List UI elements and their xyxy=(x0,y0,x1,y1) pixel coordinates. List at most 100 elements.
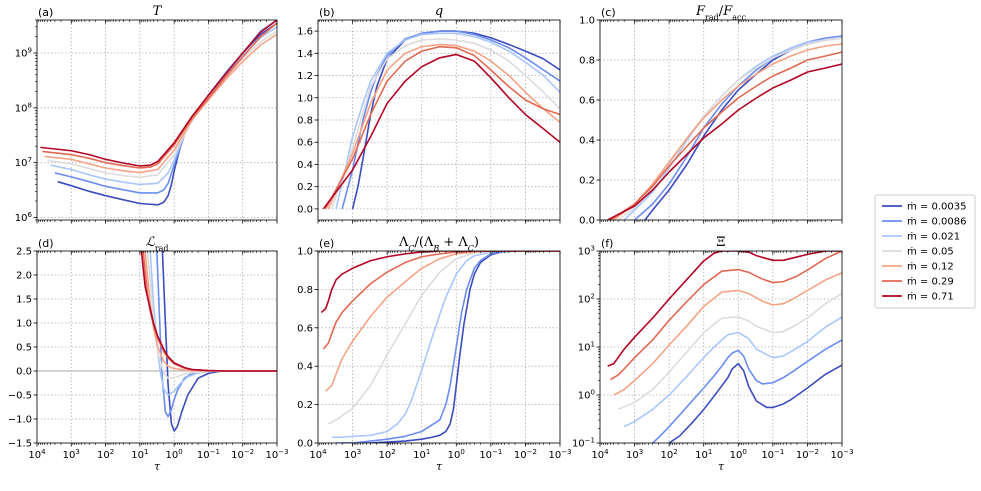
legend-entry: ṁ = 0.71 xyxy=(882,292,954,303)
legend-label: ṁ = 0.0035 xyxy=(907,202,966,213)
x-tick-label: 101 xyxy=(131,448,148,461)
y-tick-label: 0.4 xyxy=(297,362,313,373)
legend-label: ṁ = 0.05 xyxy=(907,247,954,258)
x-tick-label: 100 xyxy=(448,448,465,461)
legend-label: ṁ = 0.29 xyxy=(907,277,954,288)
y-tick-label: 0.2 xyxy=(297,400,313,411)
series-line-1 xyxy=(652,339,842,443)
x-tick-label: 103 xyxy=(63,448,80,461)
x-tick-label: 100 xyxy=(166,448,183,461)
x-tick-label: 104 xyxy=(309,448,327,461)
y-tick-label: 1.0 xyxy=(297,247,313,258)
y-tick-label: 10−1 xyxy=(572,437,595,450)
panel-title: T xyxy=(153,4,163,19)
series-line-6 xyxy=(607,251,842,367)
x-tick-label: 10−3 xyxy=(830,448,853,461)
x-tick-label: 102 xyxy=(661,448,678,461)
panel-letter: (a) xyxy=(38,6,53,19)
series-line-0 xyxy=(161,251,277,432)
x-tick-label: 102 xyxy=(97,448,114,461)
ticks: 104 103 102 101 100 10−1 10−2 10−3 0.0 0.2 0.4 0.6 0… xyxy=(297,247,571,462)
axes-frame xyxy=(599,19,843,221)
panels: 106 107 108 109 (a) T 0.0 0.2 0.4 0.6 0.8 1.0 1.2 1.4… xyxy=(8,4,854,473)
grid xyxy=(317,250,561,444)
legend-label: ṁ = 0.71 xyxy=(907,292,954,303)
ticks: 104 103 102 101 100 10−1 10−2 10−3 10−1 100 101 102… xyxy=(572,245,854,462)
y-tick-label: 1.5 xyxy=(16,295,32,306)
series-line-5 xyxy=(610,251,842,381)
series-line-4 xyxy=(613,43,842,220)
series-line-2 xyxy=(50,26,277,186)
axes-frame xyxy=(317,250,561,444)
y-tick-label: −1.5 xyxy=(8,439,32,450)
panel-letter: (e) xyxy=(319,237,334,250)
panel-title: Ξ xyxy=(716,235,725,250)
y-tick-label: 103 xyxy=(578,245,595,258)
x-tick-label: 10−2 xyxy=(514,448,537,461)
series-line-4 xyxy=(327,43,560,210)
series-line-2 xyxy=(335,32,560,210)
y-tick-label: 0.0 xyxy=(297,439,313,450)
y-tick-label: 0.8 xyxy=(297,116,313,127)
x-tick-label: 10−3 xyxy=(265,448,288,461)
legend-entry: ṁ = 0.0035 xyxy=(882,202,966,213)
y-tick-label: 109 xyxy=(15,47,32,60)
x-tick-label: 101 xyxy=(413,448,430,461)
x-tick-label: 101 xyxy=(695,448,712,461)
axes-frame xyxy=(36,19,278,221)
y-tick-label: 0.2 xyxy=(297,182,313,193)
legend-entry: ṁ = 0.021 xyxy=(882,232,960,243)
series-line-0 xyxy=(668,362,842,443)
x-tick-label: 103 xyxy=(626,448,643,461)
series-line-2 xyxy=(623,316,842,428)
series-line-1 xyxy=(336,251,560,443)
series-line-0 xyxy=(644,37,842,220)
panel-b: 0.0 0.2 0.4 0.6 0.8 1.0 1.2 1.4 1.6 (b) q xyxy=(297,4,561,224)
series-group xyxy=(607,35,842,220)
x-tick-label: 10−1 xyxy=(761,448,784,461)
y-tick-label: 102 xyxy=(578,293,595,306)
x-tick-label: 10−3 xyxy=(548,448,571,461)
panel-letter: (d) xyxy=(38,237,54,250)
x-tick-label: 10−1 xyxy=(197,448,220,461)
series-line-5 xyxy=(324,45,560,210)
series-line-3 xyxy=(617,37,842,220)
panel-letter: (b) xyxy=(319,6,335,19)
y-tick-label: 0.6 xyxy=(297,138,313,149)
y-tick-label: −0.5 xyxy=(8,391,32,402)
series-line-6 xyxy=(140,251,277,372)
y-tick-label: 0.8 xyxy=(297,285,313,296)
series-group xyxy=(607,251,842,443)
y-tick-label: 1.0 xyxy=(297,93,313,104)
y-tick-label: 1.2 xyxy=(297,71,313,82)
y-tick-label: 0.0 xyxy=(16,367,32,378)
series-group xyxy=(140,251,277,432)
panel-title: ℒrad xyxy=(145,235,168,253)
x-tick-label: 100 xyxy=(730,448,747,461)
y-tick-label: 108 xyxy=(15,101,32,114)
y-tick-label: 0.0 xyxy=(579,216,595,227)
x-tick-label: 10−2 xyxy=(231,448,254,461)
series-line-4 xyxy=(44,33,277,174)
y-tick-label: 0.0 xyxy=(297,204,313,215)
y-tick-label: 0.6 xyxy=(579,96,595,107)
y-tick-label: 2.0 xyxy=(16,271,32,282)
x-tick-label: 10−1 xyxy=(479,448,502,461)
ticks: 106 107 108 109 xyxy=(15,19,278,224)
series-line-5 xyxy=(609,51,842,220)
x-axis-label: τ xyxy=(154,460,161,473)
grid xyxy=(599,250,843,444)
legend-entry: ṁ = 0.05 xyxy=(882,247,954,258)
x-tick-label: 103 xyxy=(344,448,361,461)
legend: ṁ = 0.0035 ṁ = 0.0086 ṁ = 0.021 ṁ = 0.05 ṁ =… xyxy=(874,194,976,309)
y-tick-label: 1.6 xyxy=(297,27,313,38)
y-tick-label: 0.4 xyxy=(297,160,313,171)
legend-label: ṁ = 0.0086 xyxy=(907,217,966,228)
series-line-6 xyxy=(607,63,842,220)
x-tick-label: 104 xyxy=(28,448,46,461)
x-tick-label: 102 xyxy=(379,448,396,461)
series-group xyxy=(320,251,560,443)
y-tick-label: 106 xyxy=(15,211,33,224)
y-tick-label: 1.0 xyxy=(579,16,595,27)
y-tick-label: 107 xyxy=(15,156,32,169)
